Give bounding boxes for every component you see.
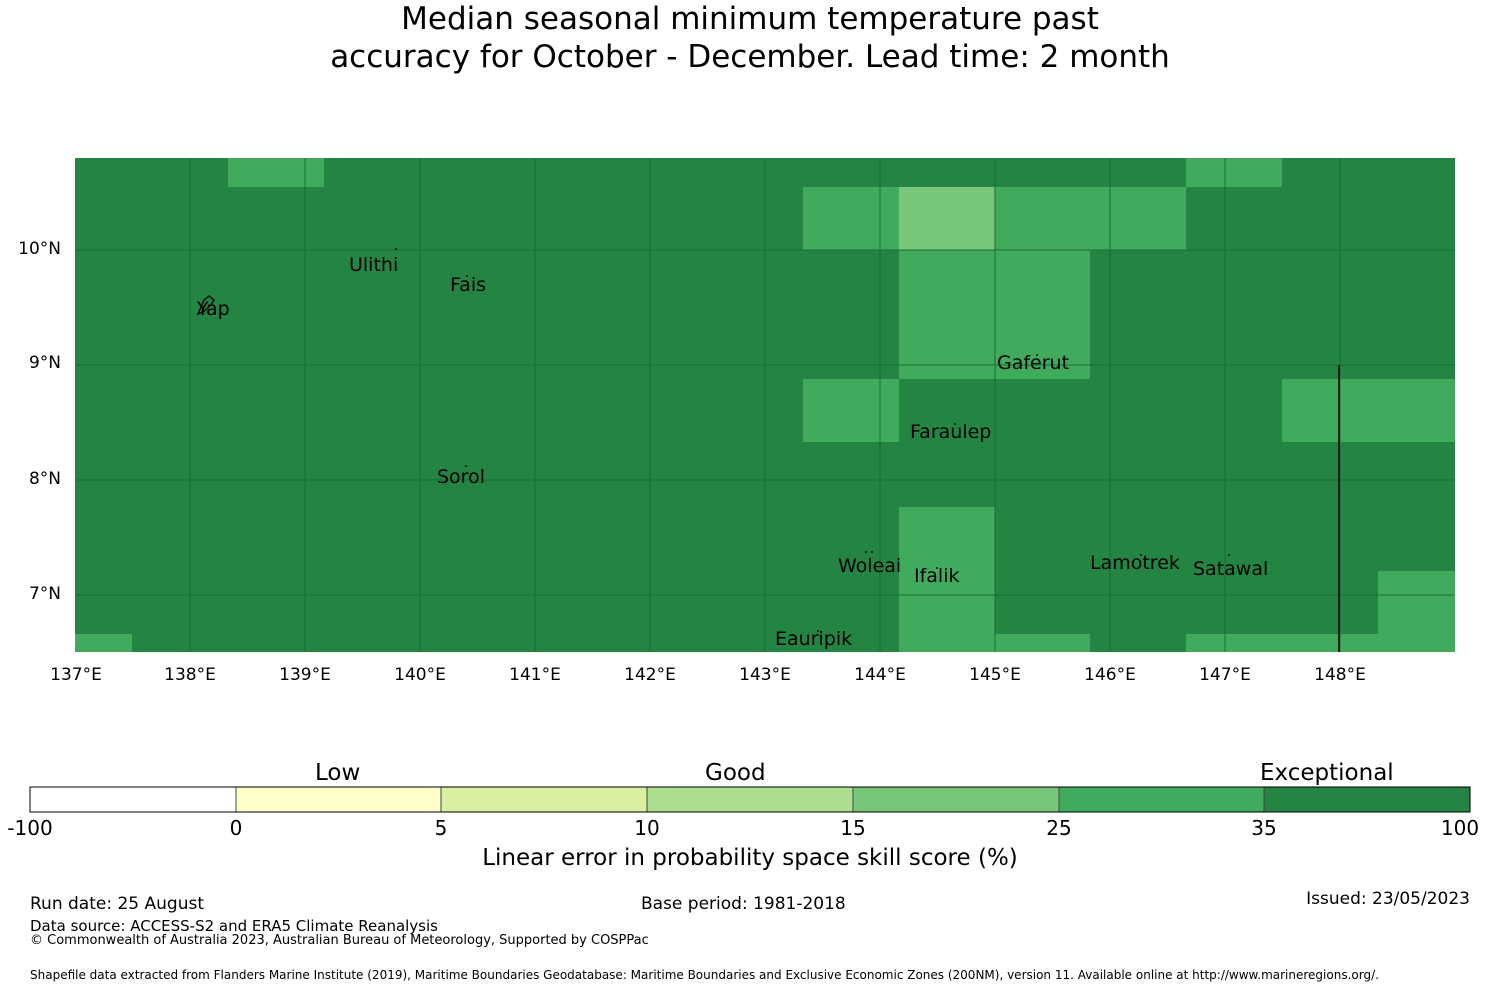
lon-label: 145°E bbox=[969, 665, 1021, 685]
base-period: Base period: 1981-2018 bbox=[641, 894, 846, 914]
lon-label: 140°E bbox=[394, 665, 446, 685]
colorbar-label: Linear error in probability space skill … bbox=[482, 845, 1018, 871]
data-source: Data source: ACCESS-S2 and ERA5 Climate … bbox=[30, 917, 438, 935]
colorbar-tick: 25 bbox=[1046, 816, 1072, 840]
lon-label: 139°E bbox=[279, 665, 331, 685]
colorbar-tick: 0 bbox=[229, 816, 243, 840]
colorbar-category: Good bbox=[705, 760, 766, 786]
skill-cell bbox=[803, 187, 899, 250]
skill-cell bbox=[899, 507, 995, 652]
island-dot bbox=[936, 567, 938, 569]
colorbar-segment bbox=[1059, 787, 1264, 812]
place-label: Ifalik bbox=[914, 565, 960, 587]
colorbar-segment bbox=[441, 787, 647, 812]
lat-label: 10°N bbox=[18, 239, 61, 259]
place-label: Satawal bbox=[1193, 558, 1268, 580]
lon-label: 144°E bbox=[854, 665, 906, 685]
skill-cell bbox=[1282, 379, 1455, 442]
island-dot bbox=[817, 630, 819, 632]
place-label: Sorol bbox=[437, 466, 485, 488]
colorbar-tick: 100 bbox=[1440, 816, 1480, 840]
title-line-2: accuracy for October - December. Lead ti… bbox=[330, 39, 1170, 75]
yap-island-shape bbox=[196, 295, 216, 316]
colorbar-tick: -100 bbox=[7, 816, 53, 840]
island-dot bbox=[466, 275, 468, 277]
run-date: Run date: 25 August bbox=[30, 894, 204, 914]
colorbar-tick: 15 bbox=[840, 816, 866, 840]
place-label: Woleai bbox=[838, 555, 901, 577]
skill-cell bbox=[995, 634, 1090, 652]
island-markers bbox=[196, 248, 1230, 632]
skill-cell bbox=[1186, 634, 1378, 652]
island-dot bbox=[1036, 354, 1038, 356]
colorbar bbox=[29, 786, 1471, 813]
place-label: Yap bbox=[196, 298, 230, 320]
place-label: Lamotrek bbox=[1090, 552, 1180, 574]
island-dot bbox=[954, 423, 956, 425]
lat-label: 8°N bbox=[28, 469, 61, 489]
place-label: Faraulep bbox=[910, 421, 991, 443]
lon-label: 142°E bbox=[624, 665, 676, 685]
lon-label: 138°E bbox=[164, 665, 216, 685]
lon-label: 137°E bbox=[50, 665, 102, 685]
gridlines bbox=[75, 158, 1455, 652]
lon-label: 143°E bbox=[739, 665, 791, 685]
place-label: Fais bbox=[450, 274, 486, 296]
lat-label: 9°N bbox=[28, 353, 61, 373]
place-label: Gaferut bbox=[997, 352, 1069, 374]
lon-label: 147°E bbox=[1199, 665, 1251, 685]
island-dot bbox=[395, 248, 397, 250]
place-label: Eauripik bbox=[775, 628, 852, 650]
colorbar-category: Exceptional bbox=[1260, 760, 1394, 786]
skill-cell bbox=[1378, 571, 1455, 652]
copyright: © Commonwealth of Australia 2023, Austra… bbox=[30, 933, 649, 948]
skill-cell bbox=[899, 187, 995, 250]
lon-label: 146°E bbox=[1084, 665, 1136, 685]
map-title: Median seasonal minimum temperature past… bbox=[0, 0, 1500, 76]
very-good-cells bbox=[75, 158, 1455, 652]
island-dot bbox=[1140, 554, 1142, 556]
colorbar-outline bbox=[29, 786, 1471, 813]
lat-label: 7°N bbox=[28, 584, 61, 604]
colorbar-tick: 10 bbox=[634, 816, 660, 840]
lon-label: 148°E bbox=[1314, 665, 1366, 685]
skill-cell bbox=[1186, 158, 1282, 187]
skill-cell bbox=[803, 379, 899, 442]
issued-date: Issued: 23/05/2023 bbox=[1306, 889, 1470, 909]
island-dot bbox=[1228, 554, 1230, 556]
colorbar-segment bbox=[236, 787, 441, 812]
colorbar-segment bbox=[647, 787, 853, 812]
colorbar-segment bbox=[853, 787, 1059, 812]
island-dot bbox=[865, 551, 867, 553]
colorbar-segment bbox=[30, 787, 236, 812]
colorbar-tick: 35 bbox=[1251, 816, 1277, 840]
island-dot bbox=[871, 551, 873, 553]
skill-cell bbox=[228, 158, 324, 187]
colorbar-category: Low bbox=[315, 760, 361, 786]
skill-cell bbox=[75, 634, 132, 652]
lon-label: 141°E bbox=[509, 665, 561, 685]
shapefile-credit: Shapefile data extracted from Flanders M… bbox=[30, 968, 1379, 982]
skill-cell bbox=[995, 187, 1186, 250]
colorbar-segment bbox=[1264, 787, 1470, 812]
place-labels: Ulithi Fais Yap Gaferut Faraulep Sorol W… bbox=[196, 254, 1268, 650]
place-label: Ulithi bbox=[349, 254, 398, 276]
colorbar-tick: 5 bbox=[434, 816, 448, 840]
title-line-1: Median seasonal minimum temperature past bbox=[401, 1, 1099, 37]
island-dot bbox=[465, 465, 467, 467]
